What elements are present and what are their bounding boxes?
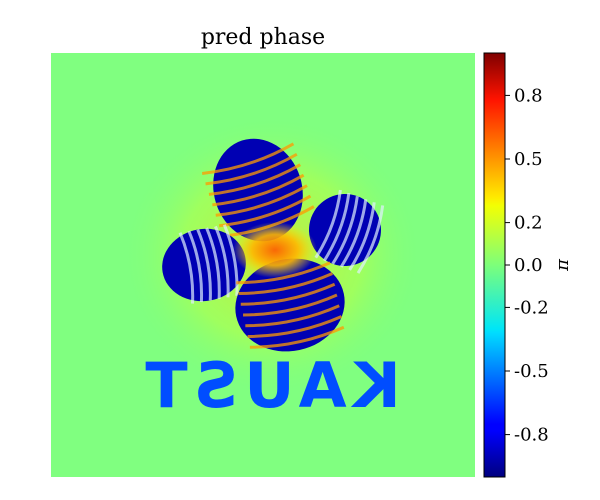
colorbar-gradient: [483, 52, 506, 478]
phase-fringe: [236, 261, 331, 285]
petal-bottom: [235, 258, 345, 352]
colorbar-tick-label: -0.5: [514, 361, 549, 382]
petal-right-fringes: [314, 189, 385, 274]
phase-fringe: [201, 142, 295, 175]
chart-title: pred phase: [201, 25, 325, 50]
phase-fringe: [322, 192, 351, 262]
phase-fringe: [247, 315, 343, 338]
phase-fringe: [356, 205, 385, 274]
petal-left-fringes: [178, 224, 239, 304]
heatmap-panel: KAUST: [51, 53, 475, 477]
phase-fringe: [249, 325, 345, 349]
phase-fringe: [218, 194, 312, 228]
phase-fringe: [215, 184, 308, 217]
petal-right: [309, 189, 385, 274]
kaust-overlay-text: KAUST: [139, 349, 400, 422]
colorbar: 0.8 0.5 0.2 0.0 -0.2 -0.5 -0.8 π: [483, 52, 573, 478]
phase-fringe: [339, 199, 368, 268]
colorbar-tick-label: -0.2: [514, 297, 549, 318]
phase-fringe: [348, 202, 376, 271]
phase-fringe: [222, 224, 239, 296]
colorbar-tick-label: 0.2: [514, 213, 543, 234]
phase-fringe: [214, 225, 230, 298]
phase-fringe: [331, 195, 359, 265]
colorbar-tick-label: 0.0: [514, 255, 543, 276]
phase-fringe: [212, 173, 305, 207]
colorbar-tick-label: 0.5: [514, 149, 543, 170]
petal-bottom-fringes: [236, 261, 345, 349]
phase-fringe: [240, 282, 336, 306]
phase-fringe: [196, 228, 212, 301]
phase-fringe: [178, 232, 195, 304]
phase-fringe: [245, 304, 340, 328]
phase-fringe: [314, 189, 342, 259]
phase-fringe: [243, 293, 338, 317]
phase-fringe: [205, 152, 298, 186]
colorbar-ticks: 0.8 0.5 0.2 0.0 -0.2 -0.5 -0.8: [505, 85, 549, 446]
phase-fringe: [205, 227, 221, 299]
colorbar-tick-label: -0.8: [514, 425, 549, 446]
petal-left: [162, 224, 246, 304]
colorbar-tick-label: 0.8: [514, 85, 543, 106]
colorbar-unit-label: π: [552, 258, 573, 272]
phase-fringe: [208, 163, 301, 196]
center-phase-peak: [233, 222, 317, 278]
phase-fringe: [187, 230, 204, 303]
phase-fringe: [238, 272, 333, 295]
